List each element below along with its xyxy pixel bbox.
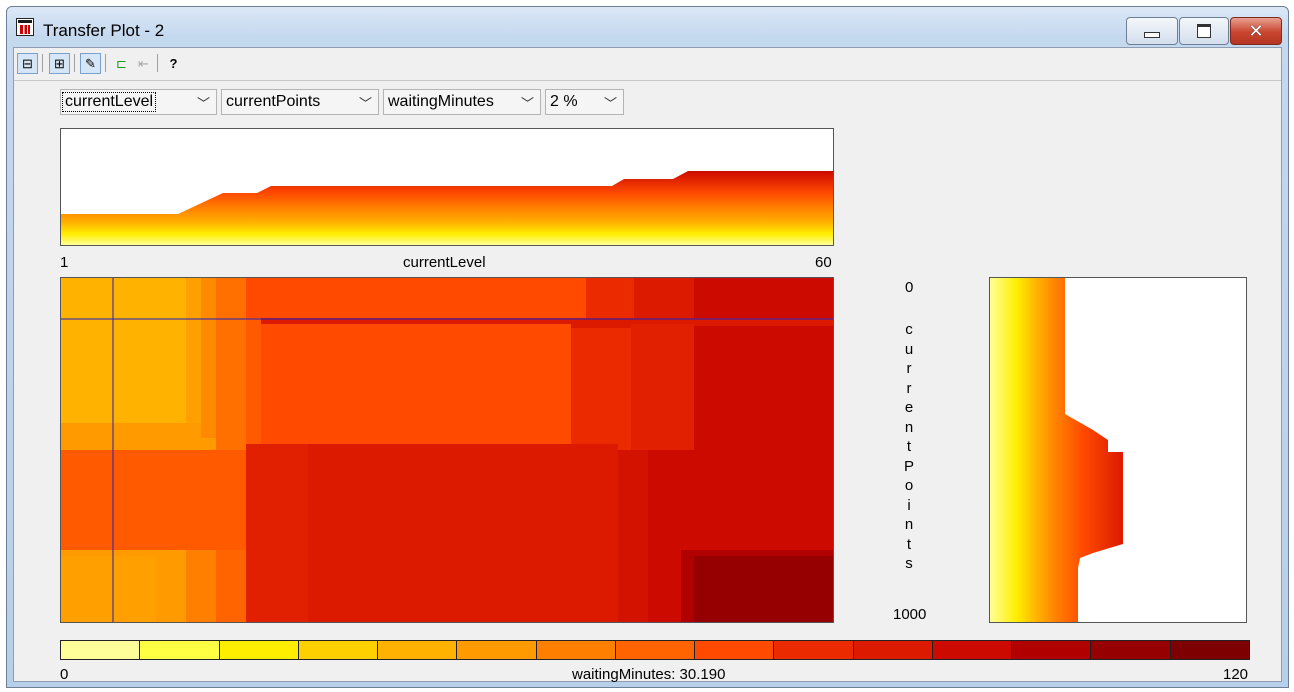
colorbar-swatch (1170, 641, 1249, 659)
heatmap-cell (261, 324, 571, 450)
colorbar-swatch (774, 641, 854, 659)
colorbar-swatch (378, 641, 458, 659)
heatmap-cell (216, 278, 246, 450)
heatmap-cell (61, 450, 246, 550)
x-axis-label: currentLevel (403, 254, 486, 271)
heatmap-cell (571, 328, 631, 450)
heatmap-cell (694, 326, 833, 450)
colorbar-swatch (61, 641, 141, 659)
colorbar-swatch (615, 641, 696, 659)
colorbar-swatch (298, 641, 379, 659)
z-variable-select[interactable]: waitingMinutes ﹀ (383, 89, 541, 115)
close-button[interactable]: ✕ (1230, 17, 1282, 45)
app-icon (16, 18, 34, 36)
chevron-down-icon: ﹀ (603, 96, 617, 111)
colorbar-swatch (457, 641, 537, 659)
colorbar-min-label: 0 (60, 666, 69, 683)
export-button[interactable]: ⊞ (49, 53, 70, 74)
layout-icon: ⊟ (22, 55, 33, 71)
toolbar-separator (105, 54, 106, 72)
chevron-down-icon: ﹀ (520, 96, 534, 111)
top-marginal-chart (61, 171, 833, 245)
close-icon: ✕ (1248, 20, 1264, 42)
colorbar-swatch (932, 641, 1013, 659)
heatmap-cell (586, 278, 634, 318)
colorbar-max-label: 120 (1223, 666, 1249, 683)
client-area: ⊟ ⊞ ✎ ⊏ ⇤ ? currentLevel ﹀ currentPoints… (13, 47, 1282, 683)
colorbar-swatch (219, 641, 299, 659)
y-variable-value: currentPoints (226, 93, 321, 110)
main-heatmap[interactable] (60, 277, 834, 623)
heatmap-cell (216, 550, 246, 622)
percent-value: 2 % (550, 93, 578, 110)
percent-select[interactable]: 2 % ﹀ (545, 89, 624, 115)
top-marginal-area (61, 171, 833, 245)
colorbar-value-label: waitingMinutes: 30.190 (572, 666, 726, 683)
heatmap-cell (694, 556, 833, 622)
heatmap-cell (618, 450, 648, 622)
maximize-icon (1197, 24, 1211, 38)
right-marginal-chart (990, 278, 1123, 622)
plugin-icon: ⊏ (116, 55, 127, 71)
first-button[interactable]: ⇤ (133, 53, 154, 74)
toolbar: ⊟ ⊞ ✎ ⊏ ⇤ ? (14, 48, 1281, 81)
help-button[interactable]: ? (163, 53, 184, 74)
first-icon: ⇤ (138, 55, 149, 71)
chevron-down-icon: ﹀ (358, 96, 372, 111)
heatmap-cell (246, 444, 308, 622)
heatmap-cell (186, 278, 201, 423)
heatmap-cell (246, 318, 261, 450)
toolbar-separator (42, 54, 43, 72)
heatmap-cell (61, 556, 156, 622)
window-title: Transfer Plot - 2 (43, 21, 165, 40)
heatmap-cell (186, 550, 216, 622)
heatmap-cell (631, 324, 694, 450)
title-bar[interactable]: Transfer Plot - 2 ✕ (7, 7, 1288, 47)
heatmap-cell (201, 278, 216, 438)
toolbar-separator (157, 54, 158, 72)
transfer-plot-window: Transfer Plot - 2 ✕ ⊟ ⊞ ✎ ⊏ ⇤ ? currentL… (6, 6, 1289, 688)
right-marginal-plot[interactable] (989, 277, 1247, 623)
brush-icon: ✎ (85, 55, 96, 71)
colorbar-swatch (695, 641, 775, 659)
brush-button[interactable]: ✎ (80, 53, 101, 74)
help-icon: ? (169, 56, 178, 71)
minimize-button[interactable] (1126, 17, 1178, 45)
right-marginal-area (990, 278, 1123, 622)
colorbar-swatch (536, 641, 616, 659)
y-variable-select[interactable]: currentPoints ﹀ (221, 89, 379, 115)
heatmap-cell (61, 278, 186, 423)
colorbar-swatch (853, 641, 933, 659)
maximize-button[interactable] (1179, 17, 1229, 45)
plugin-button[interactable]: ⊏ (111, 53, 132, 74)
top-marginal-plot[interactable] (60, 128, 834, 246)
z-variable-value: waitingMinutes (388, 93, 494, 110)
toolbar-separator (74, 54, 75, 72)
minimize-icon (1144, 32, 1160, 38)
chevron-down-icon: ﹀ (196, 96, 210, 111)
colorbar-swatch (140, 641, 220, 659)
colorbar-swatch (1012, 641, 1092, 659)
heatmap-cell (308, 444, 618, 622)
export-icon: ⊞ (54, 55, 65, 71)
heatmap-chart (61, 278, 833, 622)
colorbar-swatch (1091, 641, 1171, 659)
heatmap-cell (246, 278, 586, 318)
x-variable-value: currentLevel (61, 92, 157, 112)
y-max-label: 1000 (893, 606, 927, 623)
y-min-label: 0 (905, 279, 914, 296)
layout-button[interactable]: ⊟ (17, 53, 38, 74)
x-max-label: 60 (815, 254, 832, 271)
heatmap-cell (634, 278, 694, 318)
colorbar (60, 640, 1250, 660)
x-min-label: 1 (60, 254, 69, 271)
heatmap-cell (694, 278, 833, 318)
x-variable-select[interactable]: currentLevel ﹀ (60, 89, 217, 115)
